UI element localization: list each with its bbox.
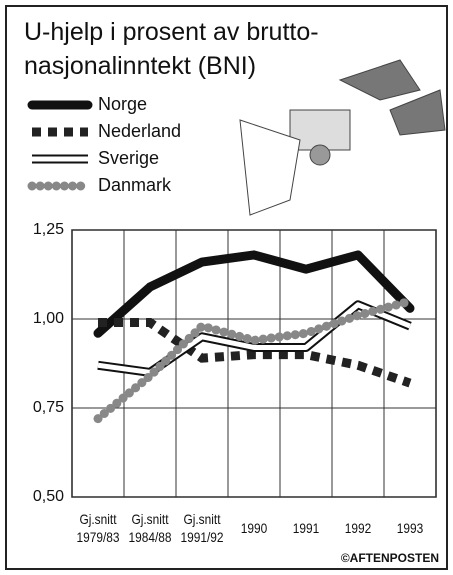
source: ©AFTENPOSTEN [341, 551, 439, 565]
legend-label: Nederland [98, 121, 181, 141]
legend-label: Danmark [98, 175, 172, 195]
illustration [240, 60, 445, 215]
x-tick-label: 1991 [281, 519, 330, 537]
y-tick-label: 1,25 [33, 221, 64, 238]
y-tick-label: 0,50 [33, 488, 64, 505]
graphic: 1,25 1,00 0,75 0,50 Norge Nederland Sverige Dan… [0, 0, 453, 575]
legend-label: Norge [98, 94, 147, 114]
y-tick-label: 1,00 [33, 310, 64, 327]
x-tick-label: Gj.snitt 1991/92 [177, 510, 226, 546]
x-tick-label: 1992 [333, 519, 382, 537]
x-tick-label: 1990 [229, 519, 278, 537]
chart: 1,25 1,00 0,75 0,50 Norge Nederland Sverige Dan… [0, 0, 453, 575]
x-tick-label: 1993 [385, 519, 434, 537]
chart-title: U-hjelp i prosent av brutto- [24, 18, 319, 47]
chart-title: nasjonalinntekt (BNI) [24, 52, 256, 81]
x-tick-label: Gj.snitt 1984/88 [125, 510, 174, 546]
plot-area [72, 230, 436, 497]
legend-label: Sverige [98, 148, 159, 168]
y-tick-label: 0,75 [33, 399, 64, 416]
x-tick-label: Gj.snitt 1979/83 [73, 510, 122, 546]
